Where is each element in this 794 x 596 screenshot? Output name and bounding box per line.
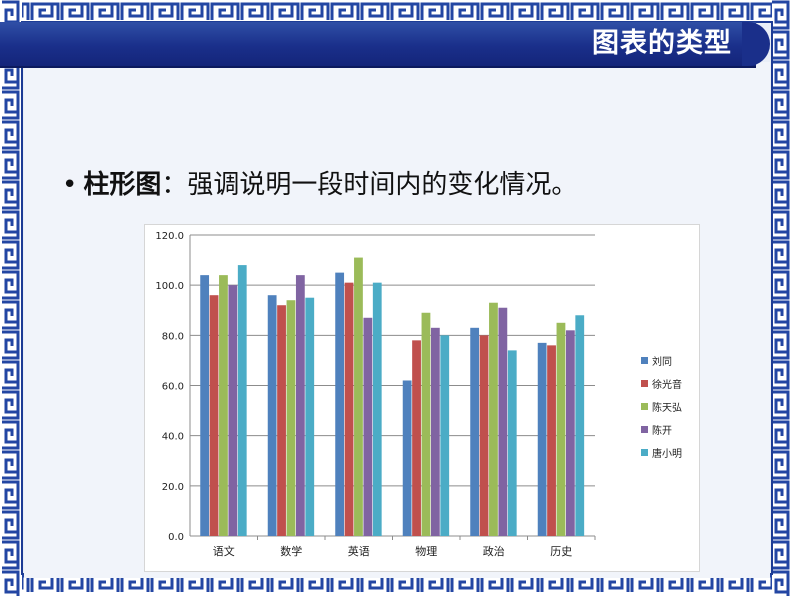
legend-swatch — [641, 380, 648, 387]
y-tick-label: 0.0 — [168, 532, 184, 543]
bar — [344, 282, 354, 536]
bar — [228, 285, 238, 536]
bar — [219, 275, 228, 536]
bar — [277, 305, 286, 536]
bullet-text: 强调说明一段时间内的变化情况。 — [187, 170, 578, 200]
header-bar: 图表的类型 — [0, 22, 770, 68]
bar — [286, 300, 296, 536]
bar — [479, 335, 489, 536]
bar — [498, 307, 508, 536]
bar — [200, 275, 210, 536]
bar — [430, 327, 440, 536]
bullet-line: • 柱形图：强调说明一段时间内的变化情况。 — [62, 164, 577, 201]
legend-item: 徐光音 — [641, 372, 682, 395]
y-tick-label: 40.0 — [162, 432, 184, 443]
y-tick-label: 80.0 — [162, 331, 184, 342]
bullet-term: 柱形图 — [83, 170, 162, 200]
x-tick-label: 英语 — [348, 544, 370, 558]
legend-label: 刘同 — [652, 357, 672, 368]
bar — [507, 350, 517, 536]
bar — [305, 297, 315, 536]
bullet-dot: • — [62, 170, 78, 200]
y-tick-label: 100.0 — [155, 281, 184, 292]
bar — [372, 282, 382, 536]
bar — [209, 295, 219, 536]
y-tick-label: 60.0 — [162, 382, 184, 393]
x-tick-label: 语文 — [213, 544, 235, 558]
bar — [295, 275, 305, 536]
legend-swatch — [641, 426, 648, 433]
legend-label: 徐光音 — [652, 380, 682, 391]
bar — [489, 302, 498, 536]
bar — [421, 312, 431, 536]
y-tick-label: 20.0 — [162, 482, 184, 493]
bar — [440, 335, 450, 536]
bar — [354, 257, 363, 536]
chart-legend: 刘同徐光音陈天弘陈开唐小明 — [641, 349, 682, 464]
bar — [412, 340, 421, 536]
legend-swatch — [641, 357, 648, 364]
bar — [335, 272, 345, 536]
x-tick-label: 政治 — [483, 544, 505, 558]
legend-swatch — [641, 449, 648, 456]
y-tick-label: 120.0 — [155, 231, 184, 242]
bar — [267, 295, 277, 536]
legend-item: 唐小明 — [641, 441, 682, 464]
x-tick-label: 数学 — [280, 544, 302, 558]
bar — [237, 265, 247, 536]
x-tick-label: 物理 — [415, 544, 437, 558]
bar-chart: 0.0 20.0 40.0 60.0 80.0 100.0 120.0 语文 数学 英语 物理 政治 历… — [155, 231, 596, 558]
bar — [402, 380, 412, 536]
bar — [547, 345, 556, 536]
bar — [363, 317, 373, 536]
x-tick-label: 历史 — [550, 545, 572, 558]
bar — [565, 330, 575, 536]
legend-label: 陈开 — [652, 426, 672, 437]
legend-label: 唐小明 — [652, 449, 682, 460]
bar — [470, 327, 480, 536]
legend-item: 陈开 — [641, 418, 682, 441]
bullet-separator: ： — [161, 170, 188, 200]
legend-item: 陈天弘 — [641, 395, 682, 418]
legend-item: 刘同 — [641, 349, 682, 372]
legend-label: 陈天弘 — [652, 403, 682, 414]
bar — [537, 342, 547, 536]
bar — [575, 315, 585, 536]
slide-title: 图表的类型 — [592, 28, 732, 59]
chart-container: 0.0 20.0 40.0 60.0 80.0 100.0 120.0 语文 数学 英语 物理 政治 历… — [144, 224, 700, 572]
bar — [556, 322, 566, 536]
legend-swatch — [641, 403, 648, 410]
